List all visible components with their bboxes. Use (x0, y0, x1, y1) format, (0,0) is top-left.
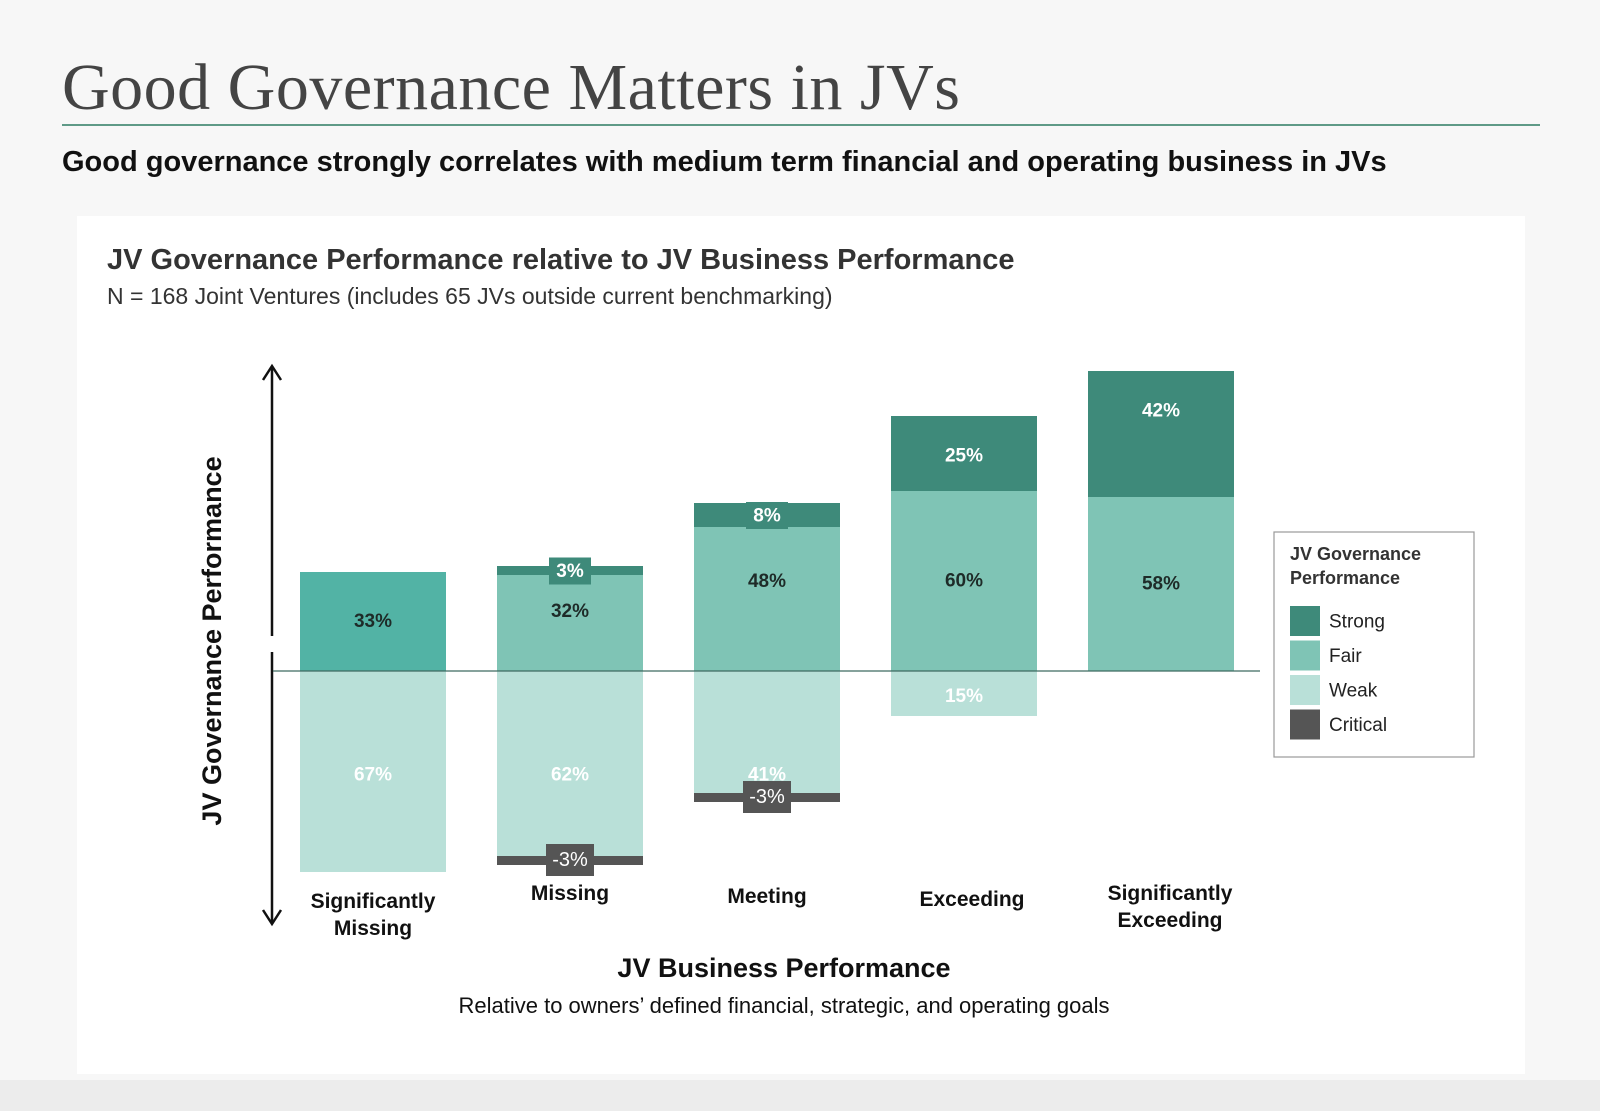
bar-fair-0 (300, 572, 446, 671)
badge-strong-1 (549, 557, 591, 585)
category-label-4-line-0: Significantly (1108, 882, 1233, 905)
category-label-0-line-1: Missing (334, 917, 412, 940)
y-axis-arrow (261, 363, 283, 927)
x-axis-label: JV Business Performance (617, 953, 950, 983)
legend-title-line-2: Performance (1290, 568, 1400, 588)
badge-critical-1 (546, 844, 594, 876)
chart-title: JV Governance Performance relative to JV… (107, 244, 1014, 276)
bar-weak-3 (891, 671, 1037, 716)
x-axis-note: Relative to owners’ defined financial, s… (458, 993, 1109, 1018)
title-rule (62, 124, 1540, 126)
chart-subtitle: N = 168 Joint Ventures (includes 65 JVs … (107, 283, 833, 309)
legend-swatch-fair (1290, 640, 1320, 671)
badge-critical-2 (743, 781, 791, 813)
bottom-band (0, 1080, 1600, 1111)
label-fair-4: 58% (1142, 574, 1180, 595)
bar-fair-1 (497, 575, 643, 671)
label-weak-1: 62% (551, 765, 589, 786)
chart-panel: JV Governance Performance relative to JV… (77, 216, 1525, 1074)
label-weak-3: 15% (945, 686, 983, 707)
bar-weak-0 (300, 671, 446, 872)
page-subtitle: Good governance strongly correlates with… (62, 146, 1387, 178)
label-fair-2: 48% (748, 571, 786, 592)
legend-label-fair: Fair (1329, 646, 1362, 667)
y-axis-label: JV Governance Performance (197, 456, 227, 825)
label-fair-3: 60% (945, 571, 983, 592)
category-label-0-line-0: Significantly (311, 890, 436, 913)
category-labels: Significantly Missing Missing Meeting Exceed… (311, 882, 1233, 940)
label-strong-2: 8% (753, 506, 781, 527)
label-strong-3: 25% (945, 446, 983, 467)
category-label-1-line-0: Missing (531, 882, 609, 905)
bar-fair-4 (1088, 497, 1234, 671)
bar-strong-3 (891, 416, 1037, 491)
category-label-3-line-0: Exceeding (919, 888, 1024, 911)
page-title: Good Governance Matters in JVs (62, 51, 961, 124)
legend-label-weak: Weak (1329, 681, 1378, 702)
label-fair-1: 32% (551, 601, 589, 622)
label-weak-2: 41% (748, 765, 786, 786)
legend: JV Governance Performance Strong Fair Weak… (1273, 531, 1475, 758)
bar-labels-layer: 33%67%32%3%62%-3%48%8%41%-3%60%25%15%58%… (354, 401, 1180, 872)
bars-layer (300, 371, 1234, 876)
legend-swatch-critical (1290, 709, 1320, 740)
label-fair-0: 33% (354, 611, 392, 632)
legend-swatch-weak (1290, 675, 1320, 705)
bar-fair-2 (694, 527, 840, 671)
legend-title-line-1: JV Governance (1290, 544, 1421, 564)
bar-fair-3 (891, 491, 1037, 671)
category-label-2-line-0: Meeting (727, 885, 806, 908)
legend-label-critical: Critical (1329, 715, 1387, 736)
bar-weak-2 (694, 671, 840, 794)
category-label-4-line-1: Exceeding (1117, 909, 1222, 932)
bar-weak-1 (497, 671, 643, 857)
label-strong-1: 3% (556, 561, 584, 582)
label-strong-4: 42% (1142, 401, 1180, 422)
label-critical-2: -3% (749, 786, 785, 808)
label-critical-1: -3% (552, 849, 588, 871)
legend-swatch-strong (1290, 606, 1320, 636)
bar-strong-4 (1088, 371, 1234, 497)
chart: JV Governance Performance relative to JV… (107, 244, 1475, 1018)
legend-label-strong: Strong (1329, 612, 1385, 633)
label-weak-0: 67% (354, 765, 392, 786)
badge-strong-2 (746, 502, 788, 529)
